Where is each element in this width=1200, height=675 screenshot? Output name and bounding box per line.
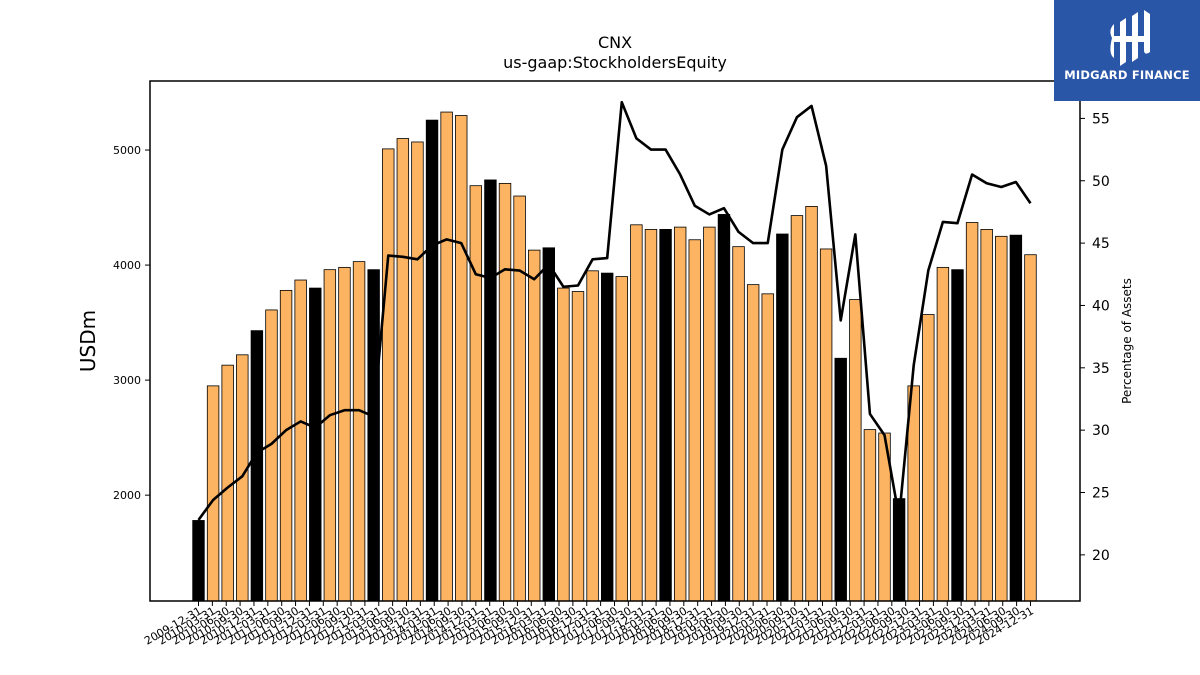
bar <box>1009 234 1023 602</box>
bar <box>367 269 380 602</box>
right-tick-label: 25 <box>1092 486 1110 502</box>
bar <box>761 293 774 602</box>
right-tick-label: 20 <box>1092 548 1110 564</box>
left-tick-label: 3000 <box>113 374 141 387</box>
bar <box>688 239 701 602</box>
bar <box>776 233 789 602</box>
right-tick-label: 40 <box>1092 298 1110 314</box>
bar <box>630 224 643 602</box>
bar <box>469 185 483 602</box>
percentage-line-series <box>197 100 1032 521</box>
bar <box>951 269 964 602</box>
bar <box>600 272 614 602</box>
bar <box>615 276 628 602</box>
bar <box>995 235 1008 602</box>
right-tick-label: 45 <box>1092 236 1110 252</box>
bar <box>323 269 337 602</box>
bar <box>513 195 526 602</box>
bar <box>746 284 760 602</box>
bar <box>790 215 804 602</box>
bar <box>498 182 512 602</box>
plot-frame <box>149 80 1081 602</box>
bar <box>455 115 468 602</box>
bar <box>863 429 877 602</box>
bar <box>922 314 935 602</box>
chart-title: CNX <box>598 33 632 52</box>
bar <box>309 287 322 602</box>
right-tick-label: 35 <box>1092 361 1110 377</box>
bar <box>819 248 833 602</box>
left-tick-label: 2000 <box>113 489 141 502</box>
right-tick-label: 50 <box>1092 174 1110 190</box>
bar <box>805 205 818 602</box>
bar <box>528 249 541 602</box>
right-tick-label: 30 <box>1092 423 1110 439</box>
bar <box>557 287 570 602</box>
midgard-logo-mark-icon <box>1110 10 1150 66</box>
x-axis: 2009-12-312010-03-312010-06-302010-09-30… <box>142 601 1036 648</box>
bar <box>936 266 950 602</box>
percentage-line <box>197 100 1032 521</box>
bar <box>411 141 424 602</box>
bar <box>484 179 497 602</box>
bar <box>265 309 278 602</box>
bar <box>396 138 410 602</box>
bar <box>250 330 264 602</box>
bar <box>382 148 395 602</box>
bar <box>425 119 439 602</box>
bar <box>206 385 220 602</box>
bar <box>673 226 687 602</box>
bar <box>980 229 993 602</box>
y-axis-label: USDm <box>76 310 100 372</box>
bar <box>279 289 293 602</box>
bar <box>586 270 599 602</box>
bar <box>440 111 453 602</box>
right-y-axis: 20 25 30 35 40 45 50 55 <box>1080 111 1110 564</box>
bar <box>717 214 731 602</box>
bar <box>542 247 556 602</box>
left-y-axis: 2000 3000 4000 5000 <box>113 144 150 502</box>
bar <box>192 520 205 602</box>
bar <box>703 226 716 602</box>
chart-subtitle: us-gaap:StockholdersEquity <box>503 53 727 72</box>
left-tick-label: 4000 <box>113 259 141 272</box>
bar <box>352 261 366 602</box>
y2-axis-label: Percentage of Assets <box>1120 278 1134 404</box>
left-tick-label: 5000 <box>113 144 141 157</box>
bar <box>338 266 351 602</box>
bar <box>659 229 672 602</box>
bar <box>1024 254 1037 602</box>
bar <box>644 229 658 602</box>
bar <box>294 279 307 602</box>
right-tick-label: 55 <box>1092 111 1110 127</box>
bar <box>965 222 979 602</box>
logo-text: MIDGARD FINANCE <box>1064 68 1190 82</box>
bar <box>834 357 847 602</box>
midgard-finance-logo: MIDGARD FINANCE <box>1054 0 1200 101</box>
bar <box>732 246 745 602</box>
bar <box>571 291 585 602</box>
bar <box>849 299 862 602</box>
